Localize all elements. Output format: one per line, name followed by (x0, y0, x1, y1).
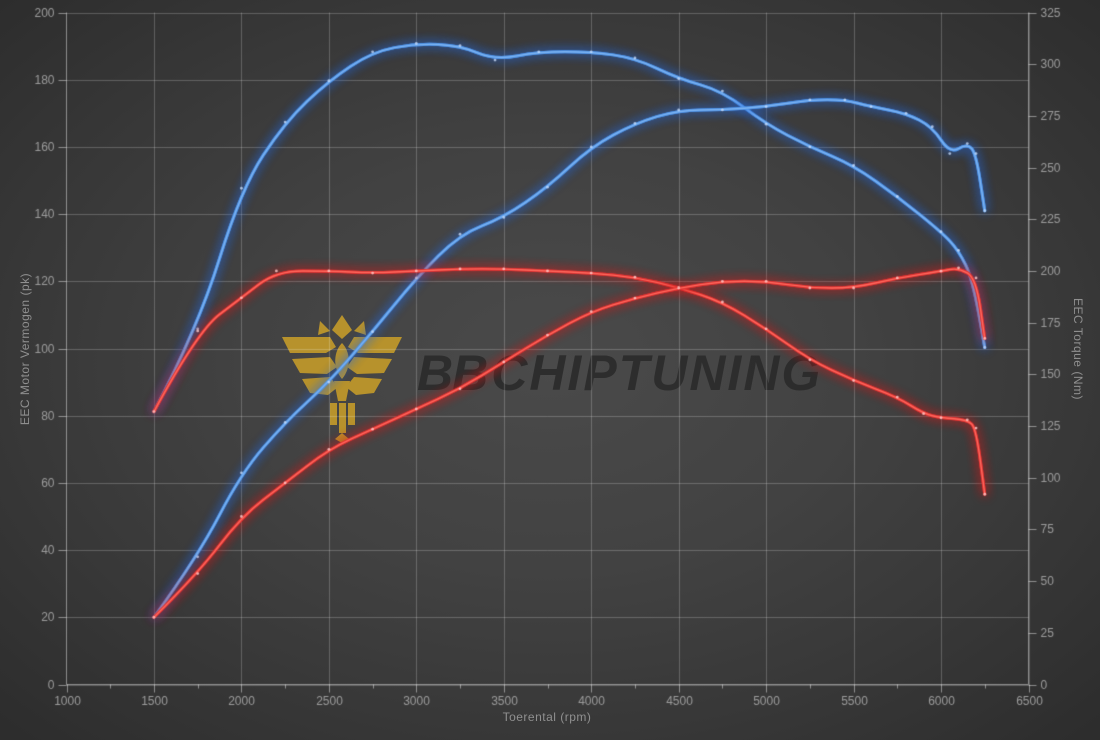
x-axis-title: Toerental (rpm) (502, 710, 592, 724)
y-right-axis-title: EEC Torque (Nm) (1071, 298, 1085, 400)
y-left-axis-title: EEC Motor Vermogen (pk) (18, 272, 32, 426)
